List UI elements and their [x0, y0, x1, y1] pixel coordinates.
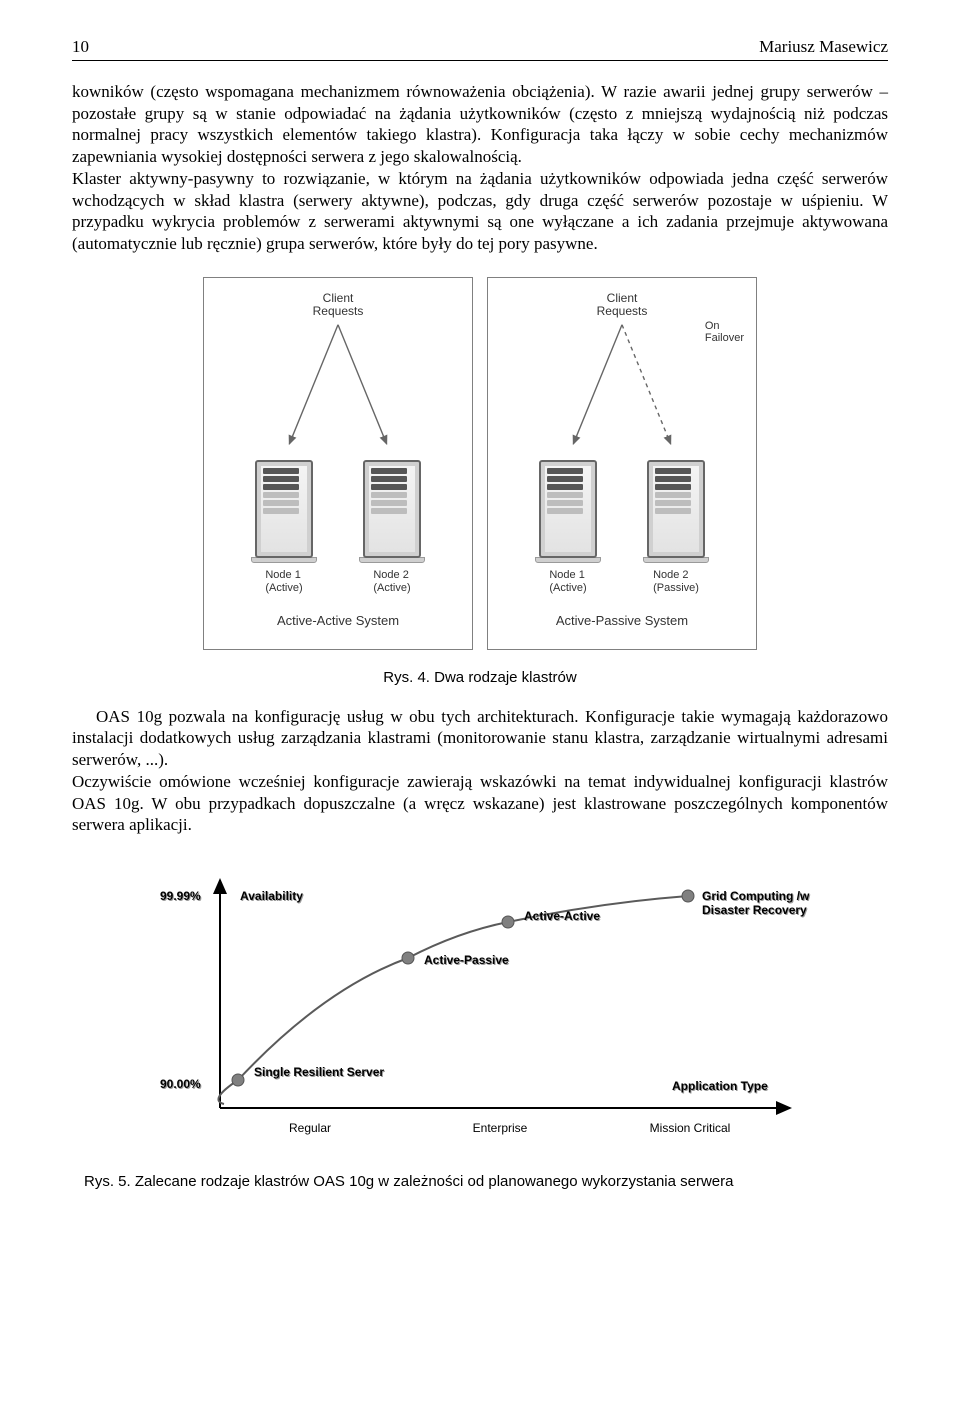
node-caption: Node 2 (Passive) [653, 569, 699, 594]
x-tick-label: Regular [289, 1121, 331, 1135]
figure-4: ClientRequests Node 1 (Active) Node 2 (Act… [72, 277, 888, 651]
figure-5: 99.99%99.99%90.00%90.00%AvailabilityAvai… [130, 858, 830, 1148]
curve-point-label: Active-Passive [424, 953, 509, 967]
curve-point [232, 1074, 244, 1086]
paragraph-1: kowników (często wspomagana mechanizmem … [72, 81, 888, 168]
node-caption: Node 2 (Active) [373, 569, 410, 594]
curve-point [402, 952, 414, 964]
server-tower-icon [647, 460, 705, 558]
x-axis-label: Application Type [672, 1079, 768, 1093]
availability-curve-chart: 99.99%99.99%90.00%90.00%AvailabilityAvai… [130, 858, 830, 1148]
curve-point-label: Single Resilient Server [254, 1065, 384, 1079]
system-name-label: Active-Passive System [498, 613, 746, 630]
y-tick-label: 99.99% [160, 889, 201, 903]
server-node: Node 2 (Passive) [639, 460, 713, 594]
curve-point-label: Active-Active [524, 909, 600, 923]
client-requests-label: ClientRequests [498, 292, 746, 318]
failover-label: OnFailover [705, 320, 744, 344]
page-header: 10 Mariusz Masewicz [72, 36, 888, 61]
server-tower-icon [539, 460, 597, 558]
server-node: Node 2 (Active) [355, 460, 429, 594]
node-caption: Node 1 (Active) [265, 569, 302, 594]
y-axis-label: Availability [240, 889, 303, 903]
paragraph-3: OAS 10g pozwala na konfigurację usług w … [72, 706, 888, 771]
author-name: Mariusz Masewicz [759, 36, 888, 58]
paragraph-2: Klaster aktywny-pasywny to rozwiązanie, … [72, 168, 888, 255]
panel-active-passive: ClientRequestsOnFailover Node 1 (Active) N… [487, 277, 757, 651]
client-requests-label: ClientRequests [214, 292, 462, 318]
curve-point-label: Grid Computing /w [702, 889, 810, 903]
curve-point [682, 890, 694, 902]
paragraph-4: Oczywiście omówione wcześniej konfigurac… [72, 771, 888, 836]
node-caption: Node 1 (Active) [549, 569, 586, 594]
curve-point-label: Disaster Recovery [702, 903, 807, 917]
server-tower-icon [255, 460, 313, 558]
system-name-label: Active-Active System [214, 613, 462, 630]
page-number: 10 [72, 36, 89, 58]
figure-5-caption: Rys. 5. Zalecane rodzaje klastrów OAS 10… [72, 1172, 888, 1191]
server-node: Node 1 (Active) [531, 460, 605, 594]
server-node: Node 1 (Active) [247, 460, 321, 594]
curve-point [502, 916, 514, 928]
panel-active-active: ClientRequests Node 1 (Active) Node 2 (Act… [203, 277, 473, 651]
y-tick-label: 90.00% [160, 1077, 201, 1091]
x-tick-label: Mission Critical [650, 1121, 731, 1135]
x-tick-label: Enterprise [473, 1121, 528, 1135]
server-tower-icon [363, 460, 421, 558]
figure-4-caption: Rys. 4. Dwa rodzaje klastrów [72, 668, 888, 687]
